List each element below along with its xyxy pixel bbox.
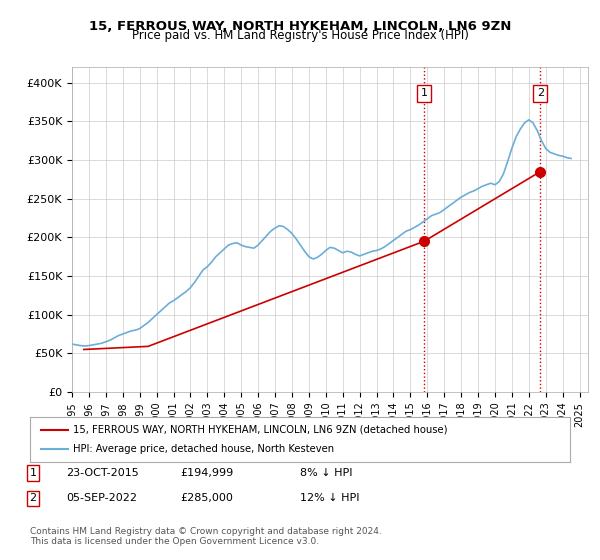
Text: Contains HM Land Registry data © Crown copyright and database right 2024.
This d: Contains HM Land Registry data © Crown c… [30,526,382,546]
Text: 1: 1 [29,468,37,478]
Text: Price paid vs. HM Land Registry's House Price Index (HPI): Price paid vs. HM Land Registry's House … [131,29,469,42]
Text: 1: 1 [421,88,428,98]
Text: £194,999: £194,999 [180,468,233,478]
Text: £285,000: £285,000 [180,493,233,503]
Text: 15, FERROUS WAY, NORTH HYKEHAM, LINCOLN, LN6 9ZN: 15, FERROUS WAY, NORTH HYKEHAM, LINCOLN,… [89,20,511,32]
Text: 23-OCT-2015: 23-OCT-2015 [66,468,139,478]
Text: 8% ↓ HPI: 8% ↓ HPI [300,468,353,478]
Text: 2: 2 [29,493,37,503]
Text: 15, FERROUS WAY, NORTH HYKEHAM, LINCOLN, LN6 9ZN (detached house): 15, FERROUS WAY, NORTH HYKEHAM, LINCOLN,… [73,424,448,435]
Text: 2: 2 [537,88,544,98]
Text: HPI: Average price, detached house, North Kesteven: HPI: Average price, detached house, Nort… [73,445,334,455]
Text: 05-SEP-2022: 05-SEP-2022 [66,493,137,503]
Text: 12% ↓ HPI: 12% ↓ HPI [300,493,359,503]
